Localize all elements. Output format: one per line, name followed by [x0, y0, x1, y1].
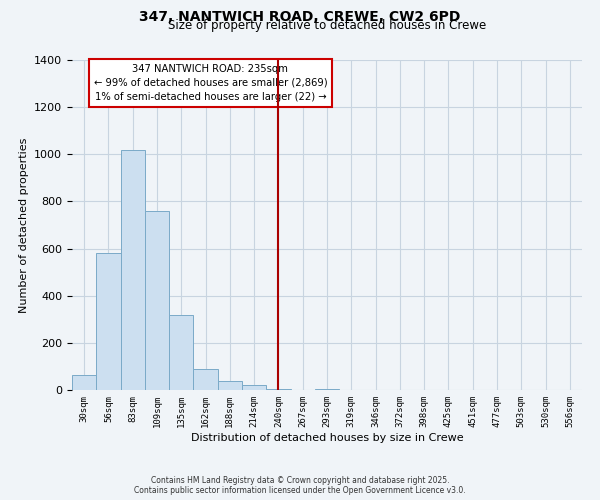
Bar: [218, 380, 242, 390]
Bar: [242, 386, 266, 390]
Text: 347 NANTWICH ROAD: 235sqm
← 99% of detached houses are smaller (2,869)
1% of sem: 347 NANTWICH ROAD: 235sqm ← 99% of detac…: [94, 64, 327, 102]
Bar: [169, 314, 193, 390]
Title: Size of property relative to detached houses in Crewe: Size of property relative to detached ho…: [168, 20, 486, 32]
Bar: [145, 211, 169, 390]
Y-axis label: Number of detached properties: Number of detached properties: [19, 138, 29, 312]
Text: Contains HM Land Registry data © Crown copyright and database right 2025.
Contai: Contains HM Land Registry data © Crown c…: [134, 476, 466, 495]
X-axis label: Distribution of detached houses by size in Crewe: Distribution of detached houses by size …: [191, 432, 463, 442]
Bar: [266, 389, 290, 390]
Bar: [121, 150, 145, 390]
Bar: [72, 374, 96, 390]
Bar: [193, 369, 218, 390]
Bar: [96, 254, 121, 390]
Bar: [315, 389, 339, 390]
Text: 347, NANTWICH ROAD, CREWE, CW2 6PD: 347, NANTWICH ROAD, CREWE, CW2 6PD: [139, 10, 461, 24]
